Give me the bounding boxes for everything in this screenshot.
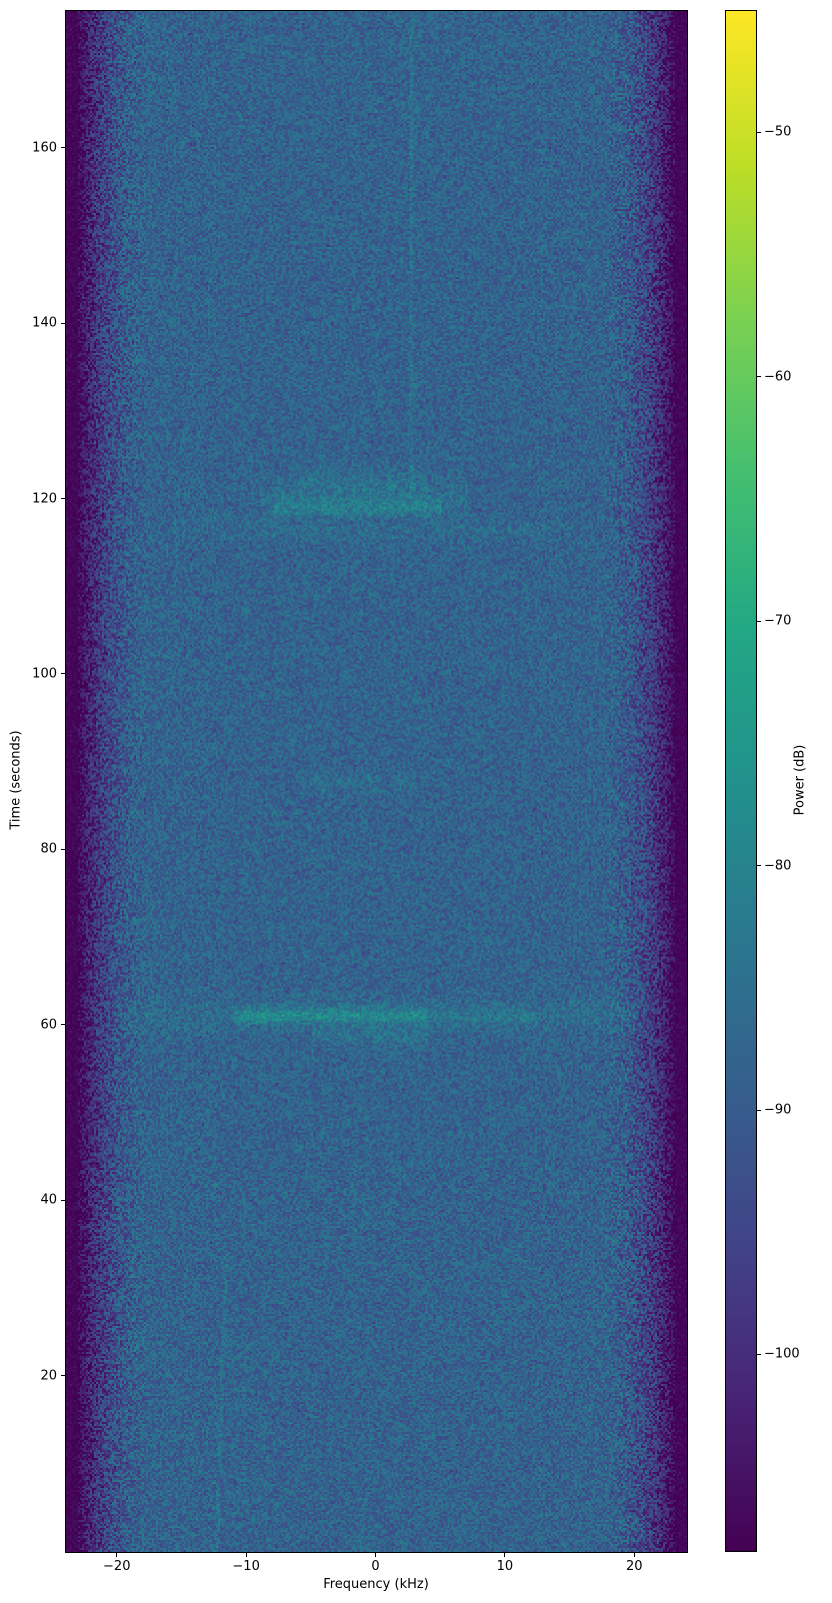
x-tick-mark: [245, 1553, 247, 1557]
colorbar-tick-mark: [757, 620, 761, 622]
colorbar-tick-label: −70: [764, 613, 792, 629]
colorbar-tick-label: −60: [764, 369, 792, 385]
y-tick-label: 100: [32, 666, 57, 682]
x-tick-label: −10: [232, 1559, 260, 1574]
x-tick-label: 0: [371, 1559, 380, 1574]
colorbar-tick-label: −80: [764, 858, 792, 874]
colorbar-tick-mark: [757, 376, 761, 378]
colorbar-tick-label: −90: [764, 1102, 792, 1118]
colorbar-label: Power (dB): [792, 744, 808, 816]
colorbar-gradient: [726, 11, 756, 1551]
x-tick-mark: [633, 1553, 635, 1557]
y-axis-label: Time (seconds): [8, 730, 24, 830]
y-tick-label: 120: [32, 491, 57, 507]
axes: [65, 10, 688, 1553]
x-tick-label: 10: [496, 1559, 514, 1574]
colorbar-tick-mark: [757, 1353, 761, 1355]
y-tick-label: 80: [40, 841, 57, 857]
colorbar-tick-mark: [757, 1109, 761, 1111]
y-tick-mark: [61, 1375, 65, 1377]
x-tick-mark: [116, 1553, 118, 1557]
y-tick-label: 40: [40, 1192, 57, 1208]
colorbar-tick-label: −50: [764, 124, 792, 140]
y-tick-mark: [61, 1199, 65, 1201]
y-tick-mark: [61, 322, 65, 324]
colorbar-tick-label: −100: [764, 1346, 800, 1362]
colorbar-tick-mark: [757, 131, 761, 133]
y-tick-mark: [61, 848, 65, 850]
x-tick-label: −20: [103, 1559, 131, 1574]
x-axis-label: Frequency (kHz): [323, 1577, 429, 1592]
spectrogram-image: [66, 11, 687, 1552]
x-tick-mark: [375, 1553, 376, 1557]
x-tick-label: 20: [625, 1559, 643, 1574]
y-tick-mark: [61, 673, 65, 675]
y-tick-mark: [61, 1024, 65, 1026]
y-tick-label: 140: [32, 315, 57, 331]
x-tick-mark: [504, 1553, 506, 1557]
colorbar-tick-mark: [757, 865, 761, 867]
y-tick-label: 20: [40, 1368, 57, 1384]
y-tick-label: 60: [40, 1017, 57, 1033]
y-tick-mark: [61, 498, 65, 500]
y-tick-mark: [61, 147, 65, 149]
colorbar: [725, 10, 757, 1552]
y-tick-label: 160: [32, 140, 57, 156]
